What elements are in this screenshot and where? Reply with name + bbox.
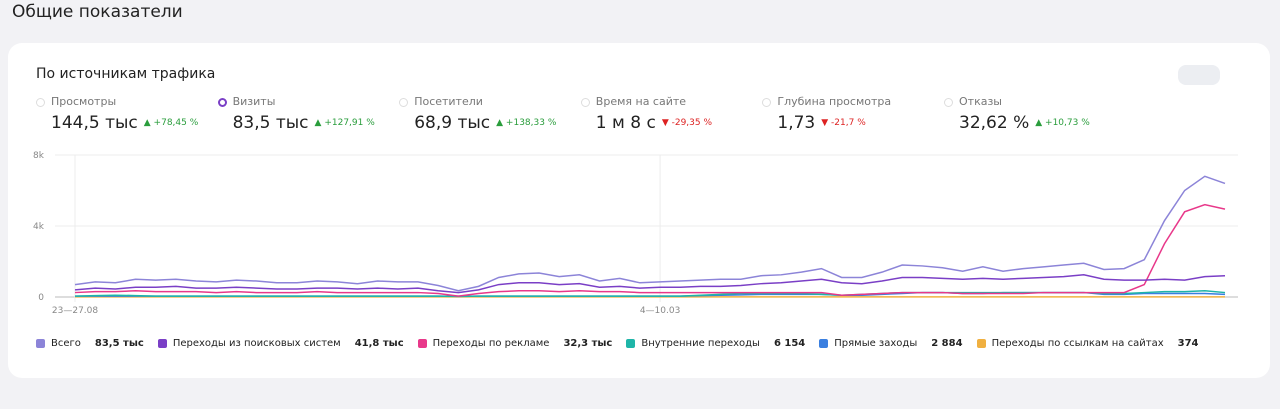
metric-value-row: 83,5 тыс +127,91 % <box>233 113 375 133</box>
radio[interactable] <box>762 98 772 107</box>
series-line <box>74 175 1226 292</box>
legend-swatch <box>626 339 636 348</box>
metric-value-row: 144,5 тыс +78,45 % <box>51 113 198 133</box>
metric-change: +127,91 % <box>315 118 375 128</box>
legend-name: Переходы по ссылкам на сайтах <box>991 338 1164 349</box>
metric-label: Просмотры <box>51 95 117 108</box>
metric-change: -29,35 % <box>662 118 712 128</box>
page-title: Общие показатели <box>12 2 183 22</box>
legend-name: Прямые заходы <box>834 338 918 349</box>
radio[interactable] <box>944 98 953 107</box>
legend-item[interactable]: Переходы из поисковых систем 41,8 тыс <box>157 338 404 349</box>
chart-settings[interactable] <box>1178 65 1220 85</box>
y-tick-label: 4k <box>33 222 45 232</box>
radio[interactable] <box>36 98 45 107</box>
x-tick-label: 23—27.08 <box>52 306 98 316</box>
legend-item[interactable]: Всего 83,5 тыс <box>36 338 144 349</box>
metric-label: Посетители <box>414 95 483 108</box>
legend-name: Переходы по рекламе <box>432 338 550 349</box>
legend: Всего 83,5 тыс Переходы из поисковых систе… <box>36 338 1198 349</box>
legend-total: 6 154 <box>773 338 806 349</box>
card-title: По источникам трафика <box>36 66 216 82</box>
metric-value-row: 1,73 -21,7 % <box>777 113 865 133</box>
metric-value: 68,9 тыс <box>414 113 491 133</box>
legend-name: Всего <box>51 338 81 349</box>
metric-label: Визиты <box>232 95 276 108</box>
legend-swatch <box>157 339 167 348</box>
legend-item[interactable]: Переходы по рекламе 32,3 тыс <box>417 338 613 349</box>
legend-item[interactable]: Прямые заходы 2 884 <box>819 338 963 349</box>
metric-label: Время на сайте <box>595 95 687 108</box>
metric-change: -21,7 % <box>821 118 866 128</box>
metric-value: 1 м 8 с <box>595 113 656 133</box>
metric-value: 32,62 % <box>959 113 1030 133</box>
metric-value-row: 68,9 тыс +138,33 % <box>414 113 556 133</box>
metric-value: 144,5 тыс <box>51 113 138 133</box>
legend-item[interactable]: Внутренние переходы 6 154 <box>626 338 805 349</box>
y-tick-label: 8k <box>33 151 45 161</box>
radio[interactable] <box>217 98 227 107</box>
legend-total: 41,8 тыс <box>354 338 404 349</box>
metric-change: +138,33 % <box>496 118 556 128</box>
metric-value: 1,73 <box>777 113 816 133</box>
y-tick-label: 0 <box>38 293 44 303</box>
legend-item[interactable]: Переходы по ссылкам на сайтах 374 <box>976 338 1199 349</box>
metric-change: +78,45 % <box>144 118 199 128</box>
legend-swatch <box>976 339 986 348</box>
metric-change: +10,73 % <box>1035 118 1090 128</box>
metric-value-row: 32,62 % +10,73 % <box>959 113 1090 133</box>
x-tick-label: 4—10.03 <box>640 306 681 316</box>
metric-value: 83,5 тыс <box>232 113 309 133</box>
legend-swatch <box>417 339 427 348</box>
legend-name: Внутренние переходы <box>641 338 760 349</box>
legend-total: 32,3 тыс <box>563 338 613 349</box>
metric-value-row: 1 м 8 с -29,35 % <box>596 113 712 133</box>
legend-total: 83,5 тыс <box>94 338 144 349</box>
legend-total: 2 884 <box>931 338 963 349</box>
legend-total: 374 <box>1177 338 1199 349</box>
series-line <box>74 274 1226 294</box>
metric-label: Отказы <box>959 95 1002 108</box>
series-line <box>74 203 1226 297</box>
legend-swatch <box>819 339 829 348</box>
card: По источникам трафика Просмотры 144,5 тыс… <box>8 43 1270 378</box>
legend-swatch <box>36 339 45 348</box>
legend-name: Переходы из поисковых систем <box>172 338 341 349</box>
radio[interactable] <box>580 98 590 107</box>
metric-label: Глубина просмотра <box>777 95 892 108</box>
radio[interactable] <box>399 98 409 107</box>
